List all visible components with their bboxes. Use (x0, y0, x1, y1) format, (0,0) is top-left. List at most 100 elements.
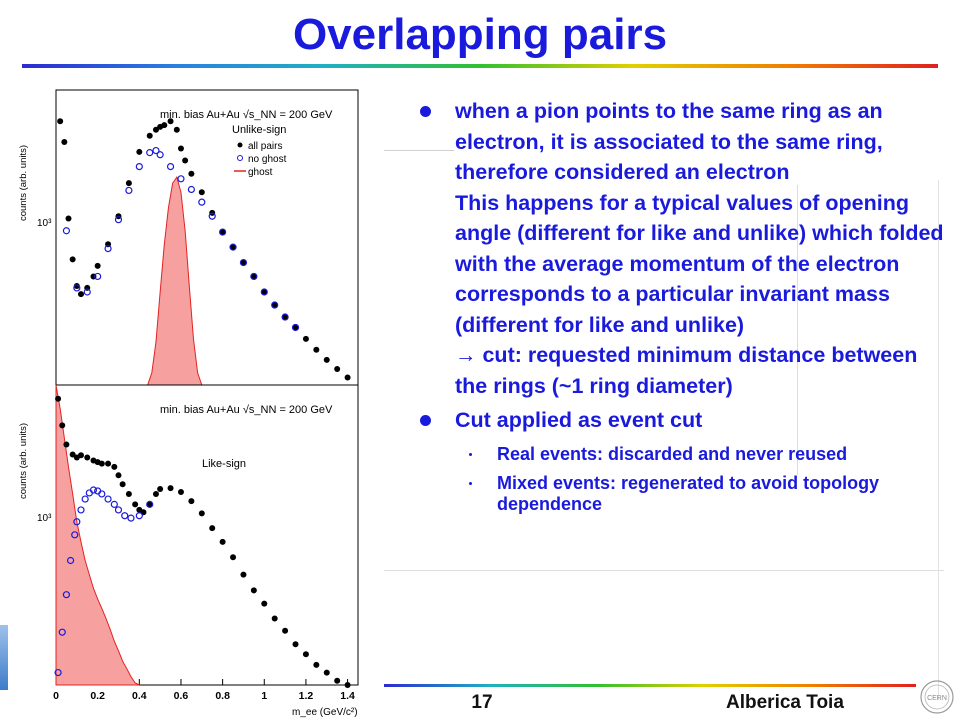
all-pairs-point (230, 244, 237, 251)
no-ghost-point (54, 668, 62, 677)
all-pairs-point (157, 486, 164, 493)
no-ghost-point (177, 175, 185, 183)
no-ghost-point (71, 531, 79, 539)
ghost-histogram (146, 175, 203, 386)
all-pairs-point (230, 554, 237, 561)
data-marks (57, 118, 351, 386)
no-ghost-point (94, 272, 102, 281)
cern-logo: CERN (920, 680, 954, 714)
x-tick-label: 1.2 (299, 690, 314, 702)
ghost-histogram (55, 384, 140, 686)
no-ghost-point (110, 500, 118, 508)
faint-divider (797, 185, 798, 475)
panel-subtitle: Like-sign (202, 458, 246, 470)
sub-bullet-text: Mixed events: regenerated to avoid topol… (497, 472, 880, 514)
all-pairs-point (125, 180, 132, 187)
sub-bullet-item: Real events: discarded and never reused (469, 443, 945, 465)
y-tick-label: 10³ (37, 218, 52, 229)
x-tick-labels: 0 0.2 0.4 0.6 0.8 1 1.2 1.4 (53, 679, 355, 702)
legend-label: no ghost (248, 154, 287, 165)
all-pairs-point (188, 170, 195, 177)
all-pairs-point (292, 324, 299, 331)
x-tick-label: 0.4 (132, 690, 147, 702)
no-ghost-point (77, 506, 85, 514)
all-pairs-point (219, 229, 226, 236)
no-ghost-point (281, 313, 289, 321)
all-pairs-point (219, 538, 226, 545)
no-ghost-point (73, 284, 81, 292)
no-ghost-point (135, 162, 143, 171)
panel-title: min. bias Au+Au √s_NN = 200 GeV (160, 404, 333, 416)
all-pairs-point (240, 571, 247, 578)
no-ghost-point (98, 490, 106, 498)
faint-divider (384, 150, 454, 151)
no-ghost-point (291, 323, 300, 332)
all-pairs-point (292, 641, 299, 648)
no-ghost-point (66, 556, 75, 565)
no-ghost-point (156, 151, 164, 159)
all-pairs-point (173, 126, 180, 133)
all-pairs-point (98, 460, 105, 467)
all-pairs-point (111, 463, 118, 470)
all-pairs-point (65, 215, 72, 222)
no-ghost-point (104, 244, 112, 253)
legend-marker-no-ghost (237, 155, 243, 161)
all-pairs-point (282, 314, 289, 321)
all-pairs-point (334, 677, 341, 684)
no-ghost-point (85, 489, 93, 497)
x-tick-label: 0.2 (90, 690, 105, 702)
all-pairs-point (250, 273, 257, 280)
no-ghost-point (146, 500, 154, 508)
no-ghost-point (62, 227, 71, 235)
legend-marker-all-pairs (237, 142, 243, 148)
no-ghost-point (125, 186, 133, 195)
all-pairs-point (271, 302, 278, 309)
all-pairs-point (59, 422, 66, 429)
all-pairs-point (69, 256, 76, 263)
no-ghost-point (208, 212, 216, 220)
all-pairs-point (271, 615, 278, 622)
all-pairs-point (152, 490, 159, 497)
all-pairs-point (198, 510, 205, 517)
all-pairs-point (188, 498, 195, 505)
all-pairs-point (240, 259, 247, 266)
all-pairs-point (167, 118, 174, 125)
all-pairs-point (167, 485, 174, 492)
panel-subtitle: Unlike-sign (232, 124, 286, 136)
no-ghost-point (81, 495, 89, 503)
sub-bullet-text: Real events: discarded and never reused (497, 443, 848, 464)
all-pairs-point (136, 148, 143, 155)
bullet-list: when a pion points to the same ring as a… (420, 96, 945, 515)
author-name: Alberica Toia (726, 692, 844, 713)
x-tick-label: 1.4 (340, 690, 355, 702)
faint-divider (938, 180, 939, 700)
y-axis-label: counts (arb. units) (18, 423, 29, 499)
bullet-text: when a pion points to the same ring as a… (455, 99, 883, 184)
no-ghost-point (146, 149, 154, 157)
all-pairs-point (177, 145, 184, 152)
all-pairs-point (119, 481, 126, 488)
no-ghost-point (127, 514, 135, 522)
all-pairs-point (57, 118, 64, 125)
no-ghost-point (250, 272, 258, 281)
all-pairs-point (198, 189, 205, 196)
all-pairs-point (323, 669, 330, 676)
x-tick-label: 0.8 (215, 690, 230, 702)
all-pairs-point (302, 335, 309, 342)
all-pairs-point (182, 157, 189, 164)
all-pairs-point (132, 501, 139, 508)
x-axis-label: m_ee (GeV/c²) (292, 707, 358, 718)
sub-bullet-dot-icon (469, 481, 472, 485)
no-ghost-point (121, 512, 129, 520)
no-ghost-point (260, 288, 268, 296)
bullet-text: This happens for a typical values of ope… (455, 190, 944, 337)
bullet-text: Cut applied as event cut (455, 408, 703, 432)
all-pairs-point (152, 126, 159, 133)
all-pairs-point (261, 600, 268, 607)
unlike-sign-panel: min. bias Au+Au √s_NN = 200 GeV Unlike-s… (18, 89, 359, 386)
x-tick-label: 0 (53, 690, 59, 702)
no-ghost-point (271, 301, 279, 309)
no-ghost-point (83, 288, 91, 296)
no-ghost-point (135, 512, 143, 520)
all-pairs-point (69, 451, 76, 458)
